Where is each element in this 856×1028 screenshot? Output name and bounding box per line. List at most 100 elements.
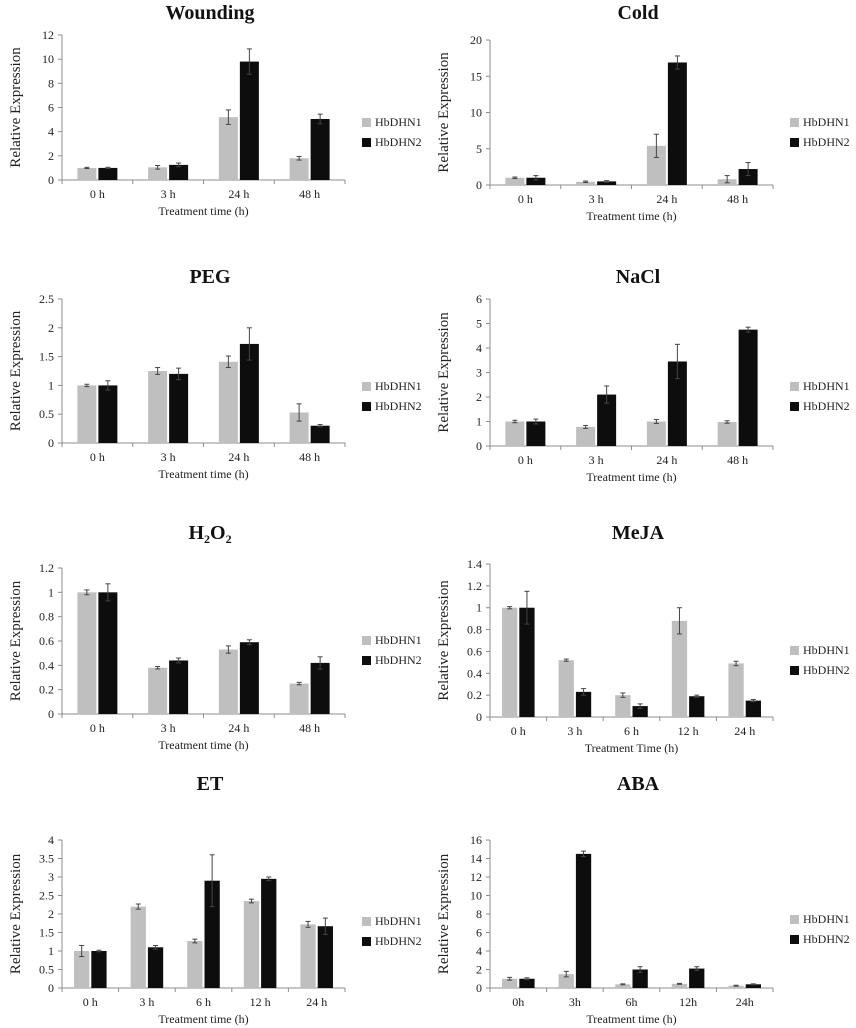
bar-hbdhn2 (597, 394, 617, 446)
bar-hbdhn1 (646, 421, 666, 446)
y-tick-label: 0.4 (467, 666, 482, 680)
bar-hbdhn2 (317, 926, 333, 988)
x-tick-label: 24 h (734, 724, 755, 738)
chart-meja: 0 0.2 0.4 0.6 0.8 1 1.2 1.4 0 h 3 h 6 h 12 h 24 h Tre… (436, 557, 774, 755)
legend-item-hbdhn1: HbDHN1 (790, 909, 856, 929)
bar-hbdhn2 (667, 62, 687, 185)
bar-hbdhn2 (745, 984, 761, 988)
y-tick-label: 12 (470, 870, 482, 884)
y-tick-label: 8 (48, 76, 54, 90)
bar-hbdhn1 (187, 941, 203, 988)
bar-hbdhn1 (505, 177, 525, 185)
legend-label: HbDHN2 (375, 933, 422, 948)
chart-title: MeJA (611, 522, 665, 544)
title-subscript: 2 (225, 532, 232, 546)
legend-label: HbDHN2 (375, 134, 422, 149)
bar-hbdhn1 (671, 983, 688, 988)
bar-hbdhn2 (519, 607, 535, 717)
legend-label: HbDHN1 (375, 378, 422, 393)
x-tick-label: 0h (512, 995, 524, 1009)
y-tick-label: 10 (470, 106, 482, 120)
y-tick-label: 16 (470, 833, 482, 847)
x-tick-label: 3 h (589, 453, 604, 467)
bar-hbdhn2 (745, 700, 761, 717)
bar-hbdhn1 (289, 158, 309, 180)
x-tick-label: 0 h (518, 192, 533, 206)
chart-title: PEG (189, 266, 231, 288)
y-tick-label: 6 (476, 926, 482, 940)
legend-swatch (362, 655, 371, 665)
legend: HbDHN1 HbDHN2 (790, 112, 856, 152)
y-tick-label: 1 (476, 601, 482, 615)
y-tick-label: 10 (470, 889, 482, 903)
legend-item-hbdhn2: HbDHN2 (362, 396, 432, 416)
legend-item-hbdhn2: HbDHN2 (790, 929, 856, 949)
chart-panel-meja: MeJA 0 0.2 0.4 0.6 0.8 1 1.2 1.4 0 h 3 h 6 h 12 h 24… (428, 520, 856, 777)
bar-hbdhn1 (576, 181, 596, 185)
title-subscript: 2 (204, 532, 210, 546)
legend-swatch (362, 635, 371, 645)
legend-item-hbdhn2: HbDHN2 (362, 650, 432, 670)
legend-swatch (790, 934, 799, 944)
bar-hbdhn1 (148, 371, 168, 443)
y-tick-label: 14 (470, 852, 482, 866)
bar-hbdhn1 (671, 620, 688, 717)
bar-hbdhn2 (98, 385, 118, 443)
bar-hbdhn1 (130, 906, 146, 988)
y-tick-label: 1 (48, 585, 54, 599)
legend-swatch (790, 645, 799, 655)
y-axis-label: Relative Expression (436, 52, 452, 173)
legend-swatch (790, 137, 799, 147)
y-tick-label: 4 (476, 341, 482, 355)
legend-swatch (790, 665, 799, 675)
y-tick-label: 0 (476, 439, 482, 453)
y-axis-label: Relative Expression (436, 853, 452, 974)
title-o: O (210, 522, 226, 544)
legend-label: HbDHN2 (375, 652, 422, 667)
y-axis-label: Relative Expression (436, 580, 452, 701)
bar-hbdhn2 (667, 361, 687, 446)
y-tick-label: 0 (48, 173, 54, 187)
legend: HbDHN1 HbDHN2 (362, 376, 432, 416)
y-tick-label: 15 (470, 69, 482, 83)
bar-hbdhn1 (74, 951, 90, 988)
legend-label: HbDHN2 (375, 398, 422, 413)
chart-panel-wounding: Wounding 0 2 4 6 8 10 12 0 h 3 h 24 h 48 h Treatmen… (0, 0, 428, 257)
chart-title: H2O2 (60, 522, 360, 546)
legend-swatch (790, 914, 799, 924)
legend-label: HbDHN1 (375, 632, 422, 647)
y-tick-label: 0.5 (39, 407, 54, 421)
bar-hbdhn2 (632, 706, 648, 717)
bar-hbdhn2 (169, 660, 189, 714)
y-tick-label: 10 (42, 52, 54, 66)
bar-hbdhn1 (576, 426, 596, 446)
bar-hbdhn1 (558, 660, 574, 717)
legend-swatch (362, 401, 371, 411)
legend-item-hbdhn2: HbDHN2 (790, 132, 856, 152)
x-tick-label: 48 h (299, 721, 320, 735)
bar-hbdhn1 (77, 385, 97, 443)
bar-hbdhn2 (98, 167, 118, 180)
legend-item-hbdhn1: HbDHN1 (362, 112, 432, 132)
x-axis-label: Treatment time (h) (158, 1012, 248, 1026)
bar-hbdhn2 (310, 662, 330, 714)
y-tick-label: 4 (476, 944, 482, 958)
legend-item-hbdhn2: HbDHN2 (790, 660, 856, 680)
chart-title: ET (196, 773, 224, 795)
legend-swatch (790, 401, 799, 411)
legend-swatch (790, 117, 799, 127)
y-tick-label: 1 (48, 944, 54, 958)
bar-hbdhn1 (558, 974, 574, 988)
x-tick-label: 0 h (518, 453, 533, 467)
x-tick-label: 0 h (511, 724, 526, 738)
bar-hbdhn2 (738, 329, 758, 446)
bar-hbdhn1 (505, 421, 525, 446)
x-tick-label: 48 h (727, 453, 748, 467)
x-axis-label: Treatment time (h) (158, 204, 248, 218)
bar-hbdhn1 (728, 663, 744, 717)
chart-panel-et: ET 0 0.5 1 1.5 2 2.5 3 3.5 4 0 h 3 h 6 h 12 h 24 h Tre… (0, 771, 428, 1028)
legend-item-hbdhn1: HbDHN1 (790, 112, 856, 132)
bar-hbdhn2 (169, 164, 189, 180)
legend: HbDHN1 HbDHN2 (790, 376, 856, 416)
